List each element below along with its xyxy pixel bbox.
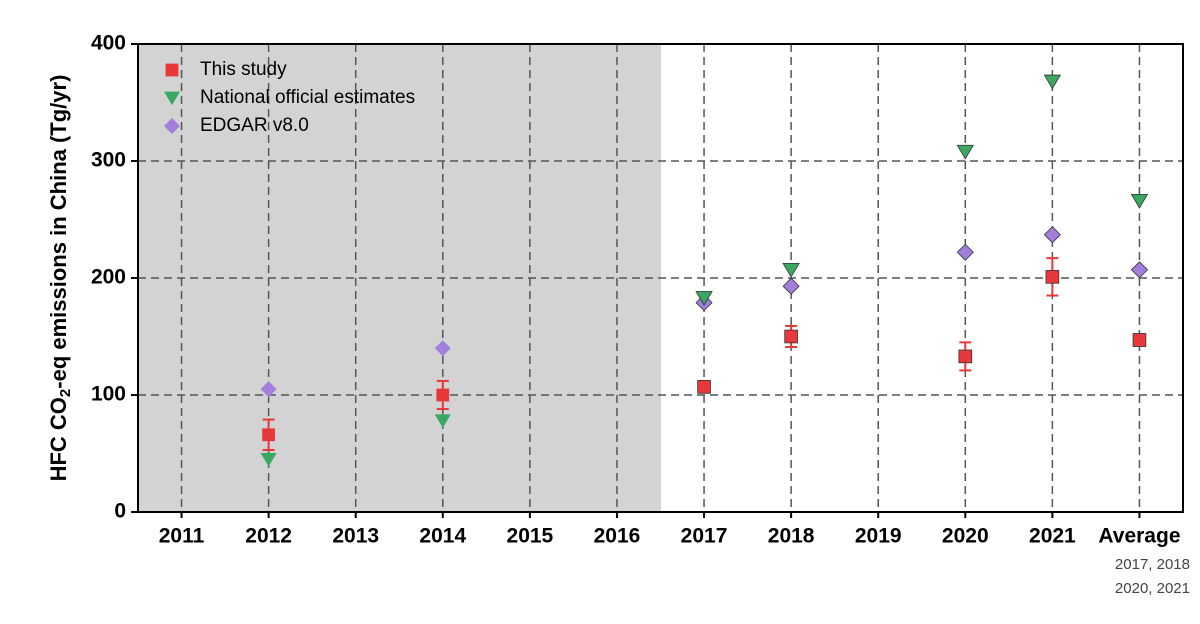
legend-label: EDGAR v8.0: [200, 115, 309, 136]
x-tick-label: Average: [1098, 525, 1180, 548]
marker-triangle: [1130, 193, 1149, 209]
marker-diamond: [164, 118, 180, 134]
marker-square: [697, 380, 711, 394]
plot-frame: [137, 43, 1184, 513]
marker-triangle: [1043, 74, 1062, 90]
y-label-part: HFC CO: [46, 397, 71, 481]
y-tick-label: 100: [91, 383, 126, 406]
x-tick-label: 2018: [768, 525, 815, 548]
marker-diamond: [434, 340, 451, 357]
y-tick-label: 400: [91, 32, 126, 55]
marker-diamond: [956, 243, 974, 261]
marker-square: [262, 428, 276, 442]
x-tick-label: 2012: [245, 525, 292, 548]
marker-triangle: [782, 263, 800, 278]
legend-label: National official estimates: [200, 87, 415, 108]
marker-diamond: [1130, 261, 1149, 279]
marker-diamond: [1043, 226, 1061, 244]
marker-triangle: [260, 452, 277, 467]
y-label-part: -eq emissions in China (Tg/yr): [46, 75, 71, 389]
legend-label: This study: [200, 59, 287, 80]
x-tick-label: 2019: [855, 525, 902, 548]
x-tick-label: 2017: [681, 525, 728, 548]
marker-diamond: [782, 277, 800, 295]
marker-square: [784, 329, 798, 344]
marker-triangle: [164, 91, 180, 106]
category-note: 2017, 2018: [1115, 556, 1190, 573]
marker-square: [958, 349, 973, 364]
marker-triangle: [695, 291, 713, 306]
marker-square: [1132, 333, 1147, 347]
y-axis-label: HFC CO2-eq emissions in China (Tg/yr): [46, 75, 74, 482]
x-tick-label: 2011: [159, 525, 205, 548]
category-note: 2020, 2021: [1115, 580, 1190, 597]
marker-diamond: [260, 381, 277, 398]
x-tick-label: 2020: [942, 525, 989, 548]
y-tick-label: 200: [91, 266, 126, 289]
y-label-sub: 2: [57, 389, 74, 397]
x-tick-label: 2015: [507, 525, 554, 548]
x-tick-label: 2021: [1029, 525, 1076, 548]
marker-square: [1045, 270, 1060, 284]
x-tick-label: 2016: [594, 525, 641, 548]
y-tick-label: 0: [114, 500, 126, 523]
marker-square: [436, 388, 450, 402]
marker-square: [165, 63, 179, 77]
y-tick-label: 300: [91, 149, 126, 172]
x-tick-label: 2014: [419, 525, 466, 548]
marker-triangle: [434, 414, 451, 428]
marker-triangle: [956, 144, 974, 160]
x-tick-label: 2013: [332, 525, 379, 548]
